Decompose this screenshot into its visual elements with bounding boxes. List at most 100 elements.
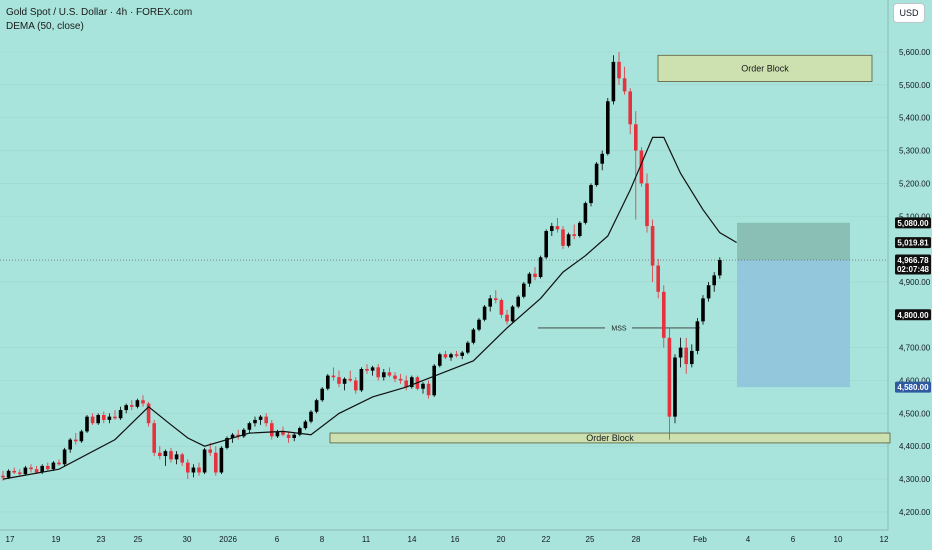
candle-body xyxy=(102,414,106,420)
candle-body xyxy=(650,226,655,266)
candle-body xyxy=(662,291,666,338)
price-tick-label: 5,500.00 xyxy=(899,81,931,90)
candle-body xyxy=(197,467,201,473)
candle-body xyxy=(225,437,229,448)
price-tick-label: 4,900.00 xyxy=(899,278,931,287)
candle-body xyxy=(387,372,392,376)
price-tag xyxy=(895,217,931,229)
candle-body xyxy=(471,329,476,343)
candle-body xyxy=(673,357,677,417)
price-tag xyxy=(895,309,931,321)
candle-body xyxy=(589,185,593,204)
order-block-top[interactable]: Order Block xyxy=(657,54,873,82)
candle-body xyxy=(118,410,123,419)
time-tick-label: 22 xyxy=(542,535,551,544)
order-block-bottom-label: Order Block xyxy=(586,433,634,443)
candle-body xyxy=(230,434,235,438)
candle-body xyxy=(12,470,16,473)
candle-body xyxy=(62,449,67,465)
candle-body xyxy=(393,375,397,379)
candle-body xyxy=(678,347,683,358)
candle-body xyxy=(326,375,330,389)
candle-body xyxy=(432,365,436,396)
candle-body xyxy=(712,275,716,286)
candle-body xyxy=(174,454,179,460)
candle-body xyxy=(208,449,212,453)
candle-body xyxy=(191,467,196,473)
candle-body xyxy=(695,321,700,351)
candle-body xyxy=(163,451,168,457)
candle-body xyxy=(606,101,610,154)
grid xyxy=(0,51,888,513)
time-tick-label: 6 xyxy=(791,535,796,544)
order-block-bottom[interactable]: Order Block xyxy=(329,432,891,444)
candle-body xyxy=(555,226,560,230)
time-tick-label: 19 xyxy=(52,535,61,544)
time-tick-label: 30 xyxy=(183,535,192,544)
time-tick-label: 10 xyxy=(834,535,843,544)
candle-body xyxy=(141,400,145,404)
candle-body xyxy=(74,439,78,442)
time-tick-label: 2026 xyxy=(219,535,237,544)
time-tick-label: 17 xyxy=(6,535,15,544)
candle-body xyxy=(348,378,352,381)
candle-body xyxy=(443,354,448,358)
time-tick-label: 23 xyxy=(97,535,106,544)
chart-header: Gold Spot / U.S. Dollar · 4h · FOREX.com… xyxy=(6,6,192,34)
symbol-title[interactable]: Gold Spot / U.S. Dollar · 4h · FOREX.com xyxy=(6,7,193,18)
short-position-tool[interactable] xyxy=(737,222,850,388)
candle-body xyxy=(214,452,218,473)
candle-body xyxy=(202,449,207,473)
candle-body xyxy=(68,439,72,450)
candle-body xyxy=(130,405,134,407)
candle-body xyxy=(18,472,22,475)
candle-body xyxy=(538,257,543,278)
time-tick-label: 16 xyxy=(451,535,460,544)
price-axis[interactable]: 5,600.00 5,500.00 5,400.00 5,300.00 5,200.00… xyxy=(899,48,931,517)
candles xyxy=(1,52,722,481)
time-axis[interactable]: 17 19 23 25 30 2026 6 8 11 14 16 20 22 25 28 Feb 4 6 10 12 xyxy=(6,535,889,544)
candle-body xyxy=(628,91,632,125)
price-tag xyxy=(895,381,931,393)
currency-button[interactable]: USD xyxy=(893,3,925,23)
candle-body xyxy=(51,462,56,470)
candle-body xyxy=(600,153,604,164)
candle-body xyxy=(90,416,95,424)
candle-body xyxy=(426,383,431,396)
time-tick-label: 14 xyxy=(408,535,417,544)
candle-body xyxy=(482,306,487,320)
price-tag-label: 4,966.78 xyxy=(897,256,929,265)
candle-body xyxy=(376,367,380,378)
mss-marker[interactable]: MSS xyxy=(538,325,700,332)
candle-body xyxy=(236,434,240,437)
candle-body xyxy=(219,447,224,473)
price-tag-label: 5,080.00 xyxy=(897,219,929,228)
candle-body xyxy=(634,124,638,151)
candle-body xyxy=(46,465,50,470)
candle-body xyxy=(270,423,274,437)
candle-body xyxy=(152,423,156,453)
candle-body xyxy=(258,416,263,420)
candle-body xyxy=(309,411,313,422)
candle-body xyxy=(510,306,515,322)
candle-body xyxy=(516,296,520,307)
price-tick-label: 4,700.00 xyxy=(899,344,931,353)
price-tick-label: 5,600.00 xyxy=(899,48,931,57)
candle-body xyxy=(667,337,672,417)
candle-body xyxy=(572,234,576,236)
indicator-legend[interactable]: DEMA (50, close) xyxy=(6,21,84,32)
price-tick-label: 5,300.00 xyxy=(899,147,931,156)
candle-body xyxy=(594,163,599,186)
price-tick-label: 5,400.00 xyxy=(899,114,931,123)
candle-body xyxy=(617,61,621,79)
candle-body xyxy=(656,265,660,292)
candle-body xyxy=(706,285,711,299)
candle-body xyxy=(320,388,324,401)
candle-body xyxy=(690,350,694,365)
candle-body xyxy=(544,231,548,258)
candle-body xyxy=(275,431,280,437)
price-tag xyxy=(895,254,931,275)
candle-body xyxy=(186,462,190,473)
